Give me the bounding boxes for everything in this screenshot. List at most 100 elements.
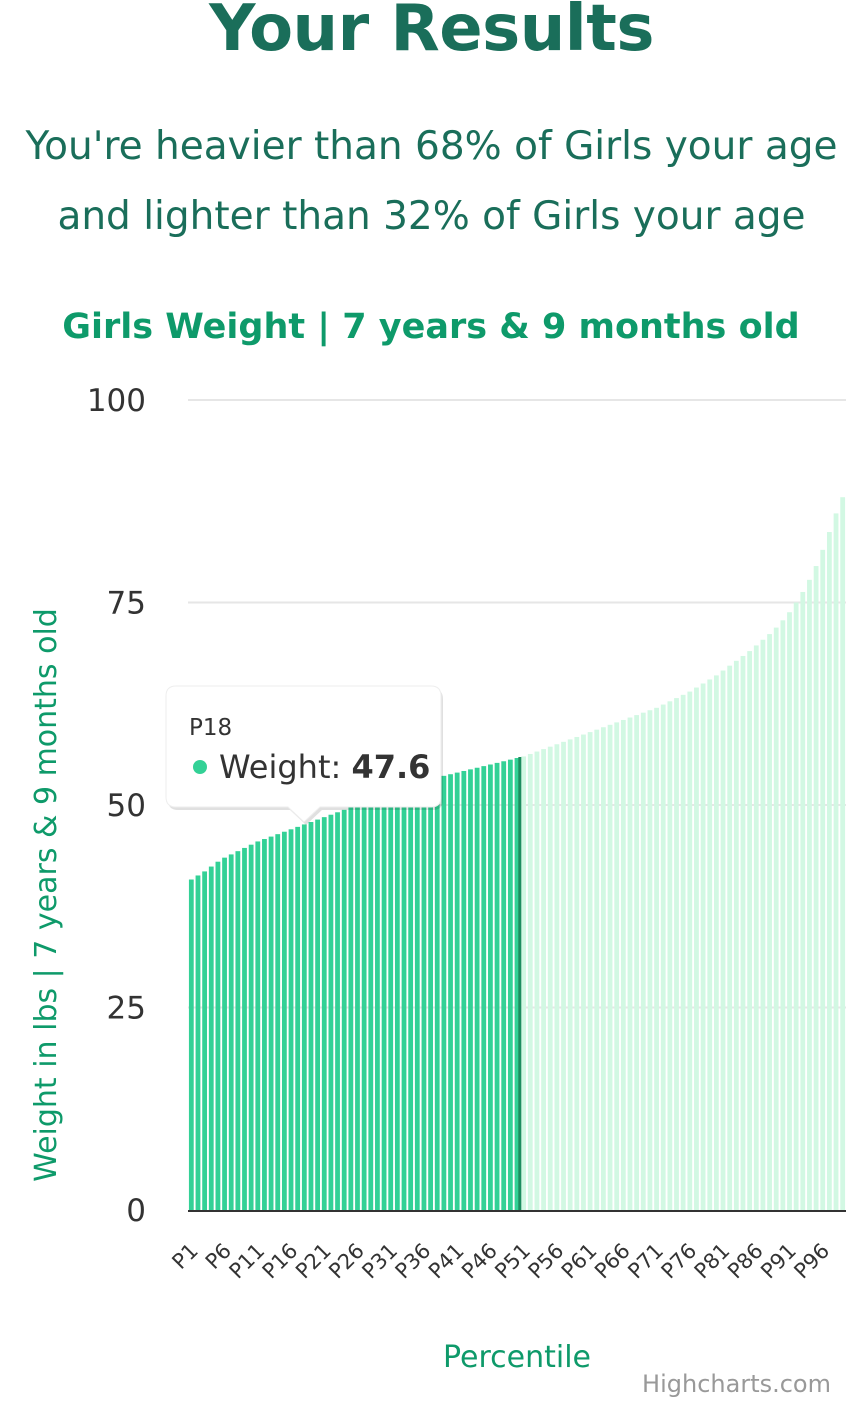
bar-p33[interactable] [401,787,407,1210]
weight-percentile-chart[interactable]: Girls Weight | 7 years & 9 months old 0 2… [0,290,863,1406]
bar-p78[interactable] [700,683,706,1211]
bar-p71[interactable] [654,707,659,1210]
bar-p12[interactable] [262,839,267,1210]
bar-p47[interactable] [494,762,500,1210]
bar-p34[interactable] [408,785,414,1210]
bar-p70[interactable] [647,710,653,1210]
bar-p41[interactable] [454,772,460,1210]
bar-p30[interactable] [381,795,387,1210]
highcharts-credit[interactable]: Highcharts.com [642,1370,831,1398]
bar-p26[interactable] [355,805,360,1210]
bar-p1[interactable] [188,879,194,1210]
bar-p73[interactable] [667,701,673,1210]
bar-p65[interactable] [614,722,620,1210]
bar-p86[interactable] [753,645,759,1210]
bar-p96[interactable] [820,549,826,1210]
bar-p74[interactable] [674,698,679,1210]
bar-p37[interactable] [428,779,433,1210]
bar-p49[interactable] [507,759,513,1210]
bar-p81[interactable] [720,670,726,1210]
bar-p56[interactable] [554,744,560,1210]
bar-p39[interactable] [441,775,447,1210]
bar-p84[interactable] [740,655,746,1210]
bar-p7[interactable] [228,854,234,1210]
bar-series[interactable] [188,497,846,1211]
bar-p40[interactable] [448,774,453,1210]
bar-p64[interactable] [607,724,613,1210]
bar-p63[interactable] [601,727,606,1210]
bar-p69[interactable] [640,712,646,1210]
bar-p4[interactable] [208,866,214,1210]
bar-p5[interactable] [215,861,221,1210]
bar-p48[interactable] [501,761,507,1210]
bar-p68[interactable] [634,715,640,1210]
bar-p93[interactable] [800,591,806,1210]
bar-p99[interactable] [840,497,846,1210]
bar-p20[interactable] [315,819,320,1210]
bar-p17[interactable] [295,826,301,1210]
bar-p77[interactable] [694,687,699,1210]
bar-p76[interactable] [687,691,693,1210]
bar-p2[interactable] [195,875,201,1210]
bar-p97[interactable] [826,532,832,1210]
bar-p19[interactable] [308,822,314,1210]
bar-p18[interactable] [301,824,307,1210]
bar-p91[interactable] [787,612,792,1210]
bar-p42[interactable] [461,770,467,1210]
bar-p21[interactable] [321,817,327,1210]
bar-p44[interactable] [474,767,480,1210]
bar-p8[interactable] [235,851,241,1210]
bar-p89[interactable] [773,627,779,1210]
bar-p72[interactable] [660,704,666,1210]
bar-p94[interactable] [807,579,812,1210]
bar-p55[interactable] [547,746,553,1210]
bar-p82[interactable] [727,665,733,1210]
bar-p3[interactable] [202,871,208,1210]
bar-p67[interactable] [627,717,633,1210]
bar-p22[interactable] [328,814,334,1210]
bar-p95[interactable] [813,566,819,1210]
bar-p59[interactable] [574,736,580,1210]
bar-p9[interactable] [242,847,247,1210]
bar-p10[interactable] [248,844,254,1210]
bar-p83[interactable] [733,660,739,1210]
bar-p61[interactable] [587,732,593,1210]
bar-p45[interactable] [481,766,487,1210]
bar-p79[interactable] [707,679,713,1210]
bar-p28[interactable] [368,800,374,1210]
bar-p24[interactable] [341,809,347,1210]
bar-p11[interactable] [255,841,261,1210]
bar-p6[interactable] [222,857,227,1210]
bar-p88[interactable] [767,634,772,1210]
bar-p32[interactable] [394,790,400,1210]
bar-p92[interactable] [793,602,799,1211]
bar-p80[interactable] [714,675,719,1210]
bar-p31[interactable] [388,792,394,1210]
bar-p13[interactable] [268,836,274,1210]
bar-p58[interactable] [567,739,573,1210]
bar-p29[interactable] [375,797,380,1210]
bar-p90[interactable] [780,620,786,1210]
bar-p52[interactable] [527,753,533,1210]
bar-p85[interactable] [747,651,753,1210]
bar-p35[interactable] [414,783,420,1210]
bar-p36[interactable] [421,780,427,1210]
bar-p57[interactable] [561,741,566,1210]
bar-p23[interactable] [335,812,340,1210]
bar-p14[interactable] [275,834,281,1210]
bar-p43[interactable] [468,769,473,1210]
bar-p51[interactable] [521,756,527,1210]
bar-p25[interactable] [348,807,354,1210]
bar-p27[interactable] [361,802,367,1210]
bar-p75[interactable] [680,694,686,1210]
bar-p15[interactable] [281,831,287,1210]
bar-p46[interactable] [488,764,493,1211]
bar-p87[interactable] [760,639,766,1210]
bar-p62[interactable] [594,729,600,1210]
bar-p53[interactable] [534,751,540,1210]
bar-p66[interactable] [620,719,626,1210]
bar-p60[interactable] [581,734,586,1210]
bar-p16[interactable] [288,829,294,1210]
bar-p54[interactable] [541,749,546,1210]
bar-p50[interactable] [514,758,520,1210]
